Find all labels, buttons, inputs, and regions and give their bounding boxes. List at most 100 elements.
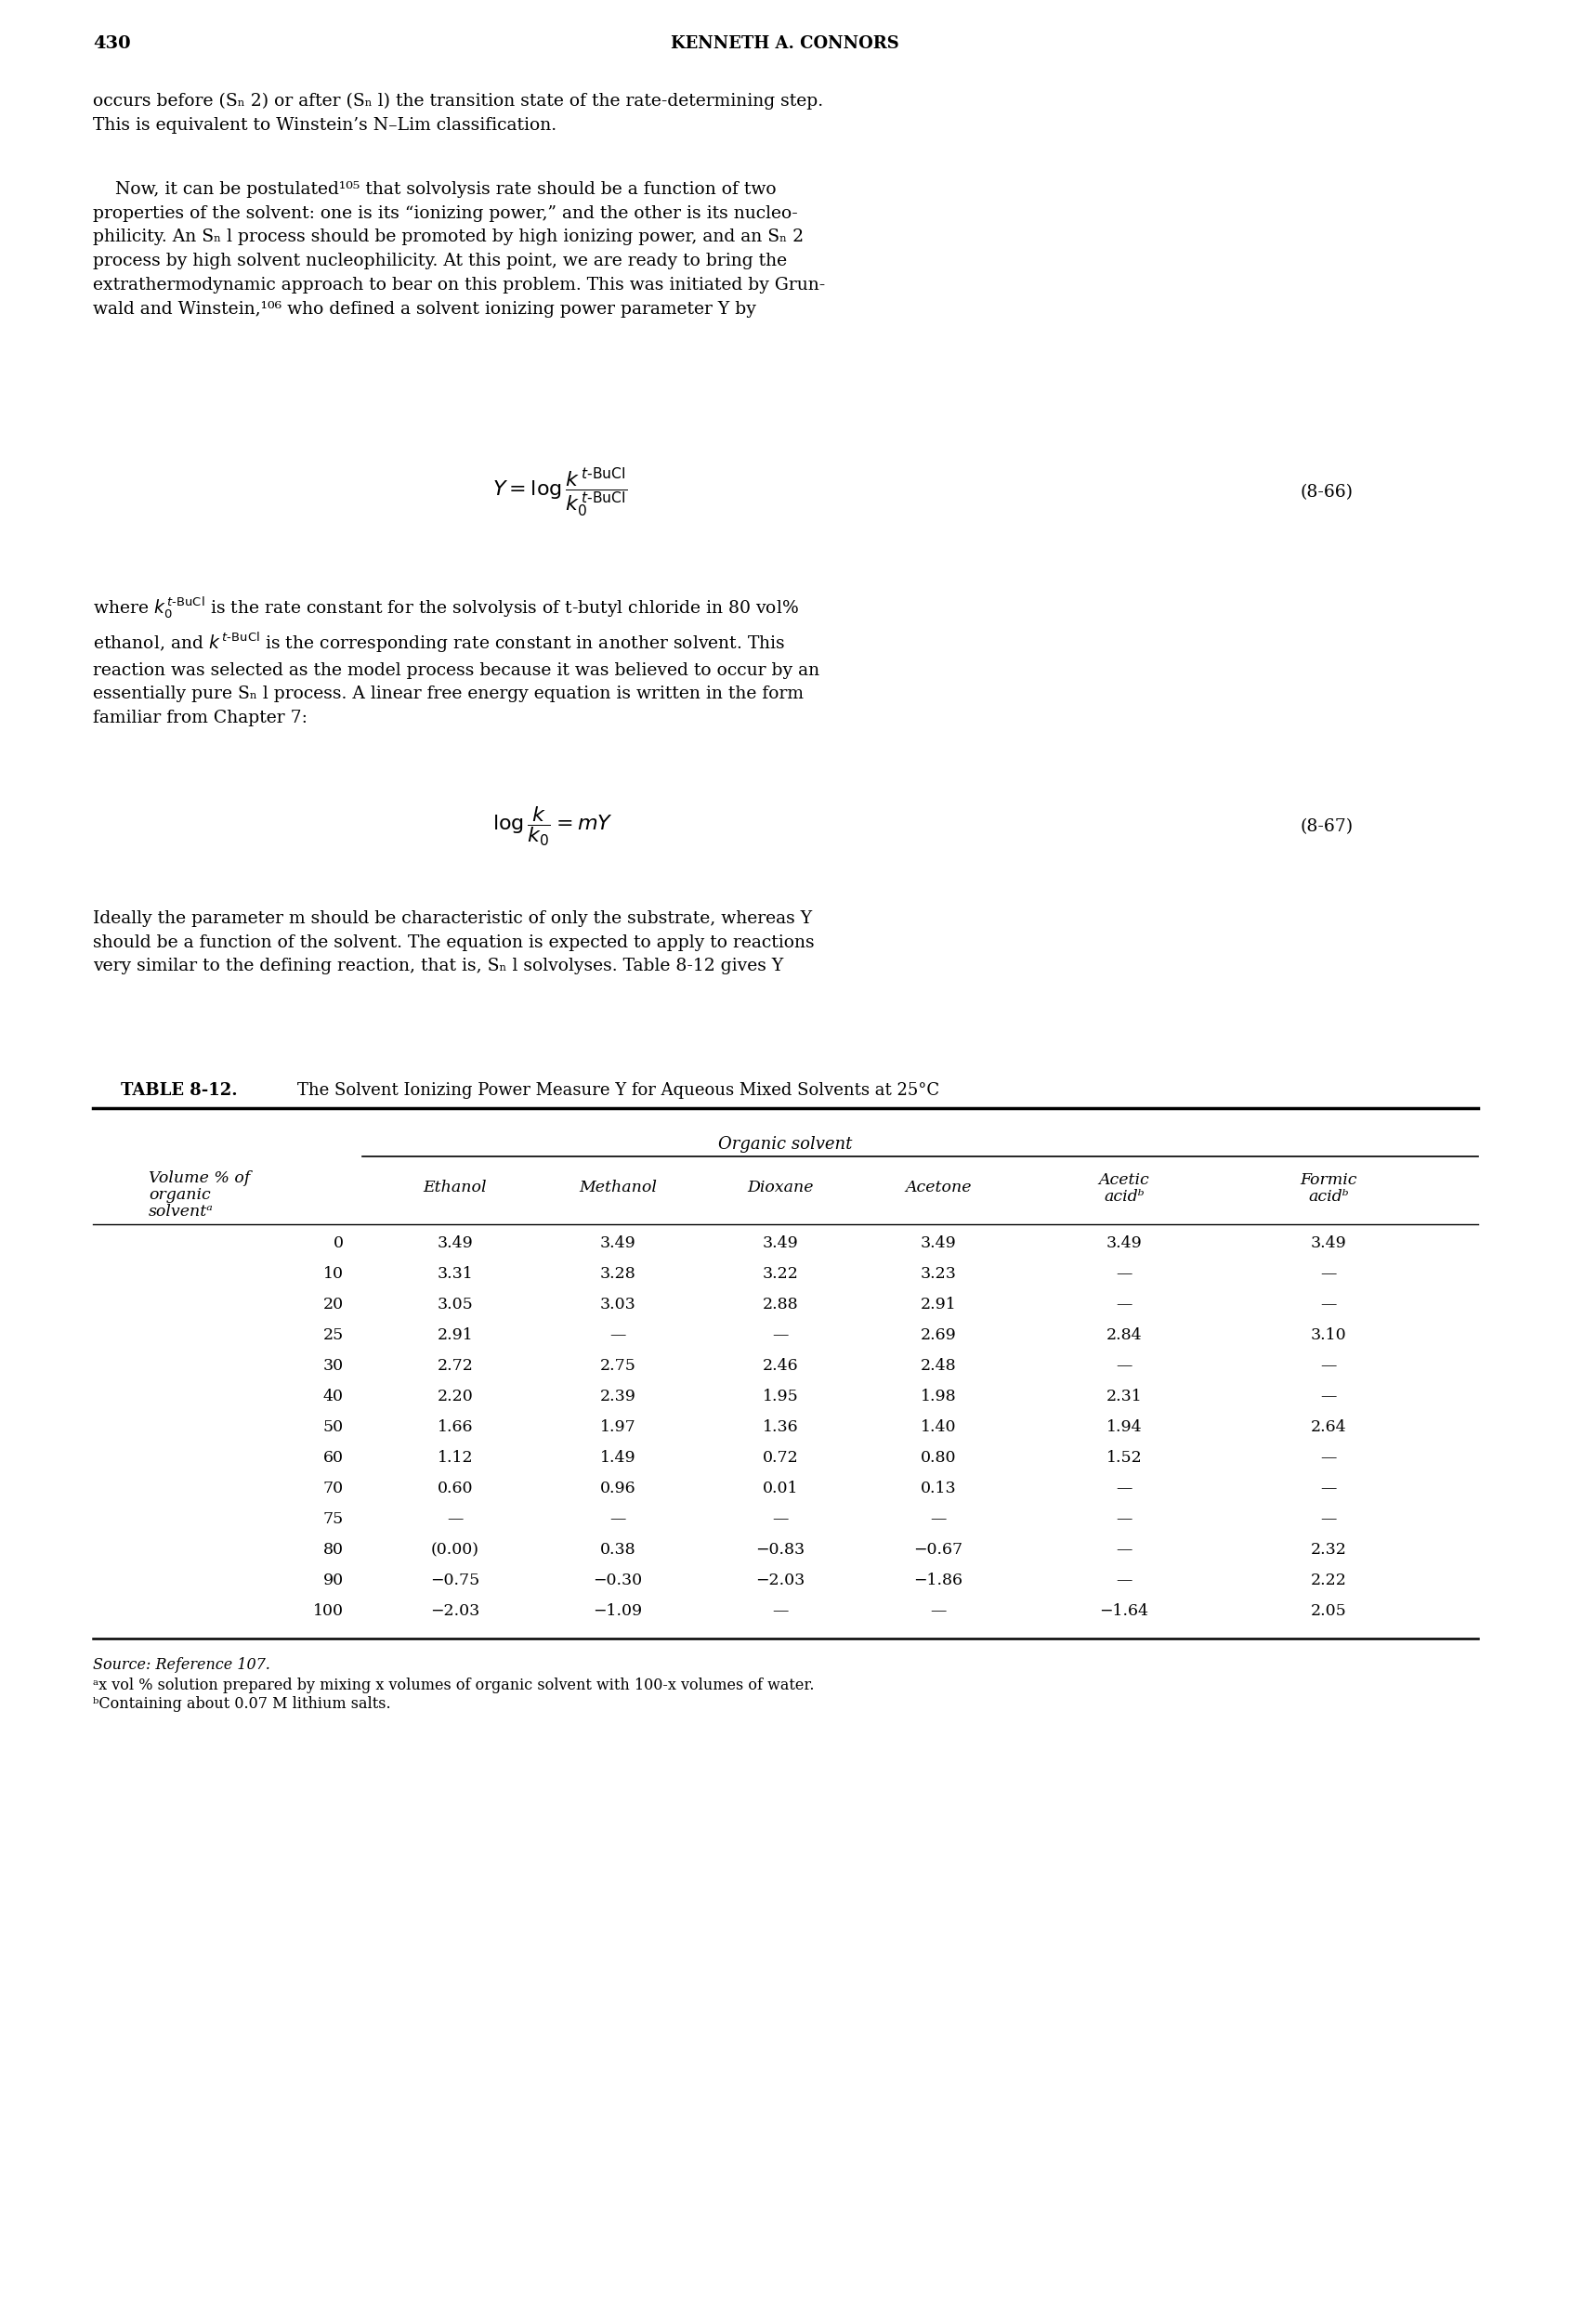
- Text: 3.23: 3.23: [921, 1267, 957, 1283]
- Text: Now, it can be postulated¹⁰⁵ that solvolysis rate should be a function of two
pr: Now, it can be postulated¹⁰⁵ that solvol…: [93, 181, 825, 316]
- Text: Organic solvent: Organic solvent: [718, 1136, 851, 1153]
- Text: 1.98: 1.98: [921, 1390, 957, 1404]
- Text: —: —: [930, 1511, 946, 1527]
- Text: —: —: [1321, 1450, 1337, 1466]
- Text: 2.32: 2.32: [1310, 1541, 1346, 1557]
- Text: 2.46: 2.46: [762, 1357, 798, 1373]
- Text: 40: 40: [324, 1390, 344, 1404]
- Text: −0.30: −0.30: [594, 1573, 643, 1587]
- Text: −1.86: −1.86: [914, 1573, 963, 1587]
- Text: —: —: [1321, 1480, 1337, 1497]
- Text: Volume % of: Volume % of: [149, 1171, 250, 1185]
- Text: 3.28: 3.28: [600, 1267, 636, 1283]
- Text: 1.49: 1.49: [600, 1450, 636, 1466]
- Text: −2.03: −2.03: [756, 1573, 804, 1587]
- Text: acidᵇ: acidᵇ: [1309, 1190, 1349, 1204]
- Text: 1.40: 1.40: [921, 1420, 957, 1436]
- Text: (8-67): (8-67): [1301, 818, 1354, 834]
- Text: Ethanol: Ethanol: [424, 1181, 487, 1195]
- Text: —: —: [1115, 1267, 1133, 1283]
- Text: The Solvent Ionizing Power Measure Y for Aqueous Mixed Solvents at 25°C: The Solvent Ionizing Power Measure Y for…: [297, 1083, 939, 1099]
- Text: 75: 75: [324, 1511, 344, 1527]
- Text: 3.49: 3.49: [437, 1236, 473, 1250]
- Text: —: —: [610, 1511, 625, 1527]
- Text: 90: 90: [324, 1573, 344, 1587]
- Text: −0.75: −0.75: [430, 1573, 481, 1587]
- Text: 1.97: 1.97: [600, 1420, 636, 1436]
- Text: 2.91: 2.91: [437, 1327, 473, 1343]
- Text: 3.49: 3.49: [1106, 1236, 1142, 1250]
- Text: −0.83: −0.83: [756, 1541, 804, 1557]
- Text: —: —: [1321, 1357, 1337, 1373]
- Text: 2.88: 2.88: [762, 1297, 798, 1313]
- Text: $Y = \log \dfrac{k^{\,t\text{-BuCl}}}{k_0^{\,t\text{-BuCl}}}$: $Y = \log \dfrac{k^{\,t\text{-BuCl}}}{k_…: [492, 465, 627, 518]
- Text: Source: Reference 107.: Source: Reference 107.: [93, 1657, 270, 1673]
- Text: −1.64: −1.64: [1100, 1604, 1148, 1620]
- Text: 10: 10: [324, 1267, 344, 1283]
- Text: 2.91: 2.91: [921, 1297, 957, 1313]
- Text: 60: 60: [324, 1450, 344, 1466]
- Text: —: —: [773, 1511, 789, 1527]
- Text: 2.48: 2.48: [921, 1357, 957, 1373]
- Text: —: —: [1321, 1297, 1337, 1313]
- Text: —: —: [1115, 1297, 1133, 1313]
- Text: 3.05: 3.05: [437, 1297, 473, 1313]
- Text: —: —: [1115, 1357, 1133, 1373]
- Text: organic: organic: [149, 1188, 211, 1204]
- Text: 0.96: 0.96: [600, 1480, 636, 1497]
- Text: Acetone: Acetone: [905, 1181, 971, 1195]
- Text: 2.39: 2.39: [600, 1390, 636, 1404]
- Text: −0.67: −0.67: [914, 1541, 963, 1557]
- Text: ᵃx vol % solution prepared by mixing x volumes of organic solvent with 100-x vol: ᵃx vol % solution prepared by mixing x v…: [93, 1678, 814, 1694]
- Text: TABLE 8-12.: TABLE 8-12.: [121, 1083, 237, 1099]
- Text: 80: 80: [324, 1541, 344, 1557]
- Text: —: —: [1321, 1267, 1337, 1283]
- Text: —: —: [1115, 1541, 1133, 1557]
- Text: 1.36: 1.36: [762, 1420, 798, 1436]
- Text: 430: 430: [93, 35, 130, 51]
- Text: Methanol: Methanol: [578, 1181, 657, 1195]
- Text: 70: 70: [324, 1480, 344, 1497]
- Text: 2.75: 2.75: [600, 1357, 636, 1373]
- Text: 2.31: 2.31: [1106, 1390, 1142, 1404]
- Text: 2.69: 2.69: [921, 1327, 957, 1343]
- Text: 1.12: 1.12: [437, 1450, 473, 1466]
- Text: 50: 50: [324, 1420, 344, 1436]
- Text: 1.52: 1.52: [1106, 1450, 1142, 1466]
- Text: 3.49: 3.49: [921, 1236, 957, 1250]
- Text: where $k_0^{\,t\text{-BuCl}}$ is the rate constant for the solvolysis of t-butyl: where $k_0^{\,t\text{-BuCl}}$ is the rat…: [93, 595, 820, 727]
- Text: 2.22: 2.22: [1310, 1573, 1346, 1587]
- Text: —: —: [1321, 1390, 1337, 1404]
- Text: 0.01: 0.01: [762, 1480, 798, 1497]
- Text: —: —: [773, 1327, 789, 1343]
- Text: acidᵇ: acidᵇ: [1104, 1190, 1144, 1204]
- Text: —: —: [1115, 1511, 1133, 1527]
- Text: —: —: [1115, 1573, 1133, 1587]
- Text: 0.72: 0.72: [762, 1450, 798, 1466]
- Text: −2.03: −2.03: [430, 1604, 481, 1620]
- Text: 30: 30: [324, 1357, 344, 1373]
- Text: occurs before (Sₙ 2) or after (Sₙ l) the transition state of the rate-determinin: occurs before (Sₙ 2) or after (Sₙ l) the…: [93, 93, 823, 135]
- Text: 1.94: 1.94: [1106, 1420, 1142, 1436]
- Text: 0.38: 0.38: [600, 1541, 636, 1557]
- Text: Formic: Formic: [1299, 1171, 1357, 1188]
- Text: 3.49: 3.49: [1310, 1236, 1346, 1250]
- Text: KENNETH A. CONNORS: KENNETH A. CONNORS: [671, 35, 899, 51]
- Text: ᵇContaining about 0.07 M lithium salts.: ᵇContaining about 0.07 M lithium salts.: [93, 1697, 391, 1713]
- Text: Dioxane: Dioxane: [748, 1181, 814, 1195]
- Text: 3.49: 3.49: [762, 1236, 798, 1250]
- Text: 2.72: 2.72: [437, 1357, 473, 1373]
- Text: 2.84: 2.84: [1106, 1327, 1142, 1343]
- Text: 2.64: 2.64: [1310, 1420, 1346, 1436]
- Text: 20: 20: [324, 1297, 344, 1313]
- Text: —: —: [773, 1604, 789, 1620]
- Text: −1.09: −1.09: [594, 1604, 643, 1620]
- Text: 100: 100: [313, 1604, 344, 1620]
- Text: 0.80: 0.80: [921, 1450, 957, 1466]
- Text: solventᵃ: solventᵃ: [149, 1204, 214, 1220]
- Text: 3.49: 3.49: [600, 1236, 636, 1250]
- Text: (0.00): (0.00): [430, 1541, 479, 1557]
- Text: 25: 25: [324, 1327, 344, 1343]
- Text: 3.31: 3.31: [437, 1267, 473, 1283]
- Text: 3.10: 3.10: [1310, 1327, 1346, 1343]
